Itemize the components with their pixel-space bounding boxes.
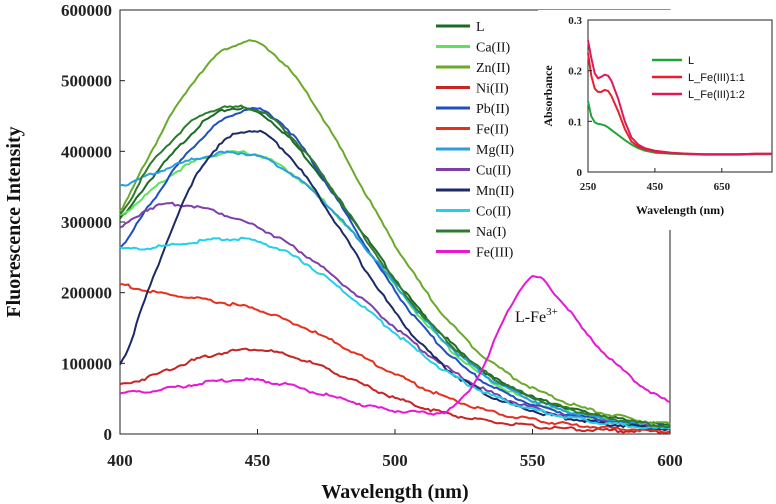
y-tick-label: 500000 [61,72,112,91]
inset-x-tick-label: 650 [714,181,731,193]
legend-label-mn-ii: Mn(II) [476,184,514,199]
series-line-fe-iii [119,275,671,416]
inset-legend-label-l-fe-iii-1-2: L_Fe(III)1:2 [688,89,745,101]
series-line-co-ii [119,236,671,431]
series-line-ni-ii [119,347,671,434]
legend-label-fe-iii: Fe(III) [476,246,514,261]
inset-plot-area [587,19,773,173]
x-tick-label: 400 [107,451,133,470]
inset-series-line-l-fe-iii-1-2 [587,40,772,156]
l-fe3-annotation: L-Fe3+ [515,306,558,326]
inset-y-axis-title: Absorbance [541,65,555,127]
y-tick-label: 100000 [61,354,112,373]
legend-label-na-i: Na(I) [476,225,507,240]
x-tick-label: 600 [657,451,683,470]
inset-y-tick-label: 0.3 [568,15,582,27]
legend-label-mg-ii: Mg(II) [476,143,514,158]
main-legend: L Ca(II) Zn(II) Ni(II) Pb(II) Fe(II) Mg(II) Cu(… [436,20,514,261]
series-line-mg-ii [119,150,671,429]
series-line-zn-ii [119,39,671,425]
y-tick-label: 200000 [61,284,112,303]
legend-label-fe-ii: Fe(II) [476,123,509,138]
legend-label-ca-ii: Ca(II) [476,41,511,56]
y-tick-label: 600000 [61,1,112,20]
main-series-group [119,39,671,434]
annotation-main: L-Fe [515,309,546,326]
x-tick-label: 450 [245,451,271,470]
annotation-superscript: 3+ [546,306,558,318]
legend-label-zn-ii: Zn(II) [476,61,511,76]
inset-y-tick-label: 0.1 [568,116,582,128]
y-tick-label: 400000 [61,142,112,161]
series-line-fe-ii [119,283,671,434]
legend-label-l: L [476,20,485,35]
y-tick-label: 300000 [61,213,112,232]
y-axis-title: Fluorescence Intensity [3,126,25,317]
inset-series-group [587,40,772,156]
inset-x-tick-label: 450 [647,181,664,193]
inset-legend-label-l-fe-iii-1-1: L_Fe(III)1:1 [688,72,745,84]
inset-x-tick-label: 250 [580,181,597,193]
series-line-na-i [119,104,671,429]
inset-legend-label-l: L [688,55,694,67]
inset-legend: L L_Fe(III)1:1 L_Fe(III)1:2 [652,55,745,101]
inset-y-tick-label: 0 [577,167,583,179]
legend-label-pb-ii: Pb(II) [476,102,510,117]
x-axis-title: Wavelength (nm) [321,481,468,503]
legend-label-cu-ii: Cu(II) [476,164,511,179]
x-tick-label: 500 [382,451,408,470]
x-tick-label: 550 [520,451,546,470]
inset-x-axis-title: Wavelength (nm) [636,203,724,217]
legend-label-co-ii: Co(II) [476,205,511,220]
legend-label-ni-ii: Ni(II) [476,82,509,97]
series-line-mn-ii [119,129,671,432]
inset-y-tick-label: 0.2 [568,66,582,78]
y-tick-label: 0 [104,425,113,444]
